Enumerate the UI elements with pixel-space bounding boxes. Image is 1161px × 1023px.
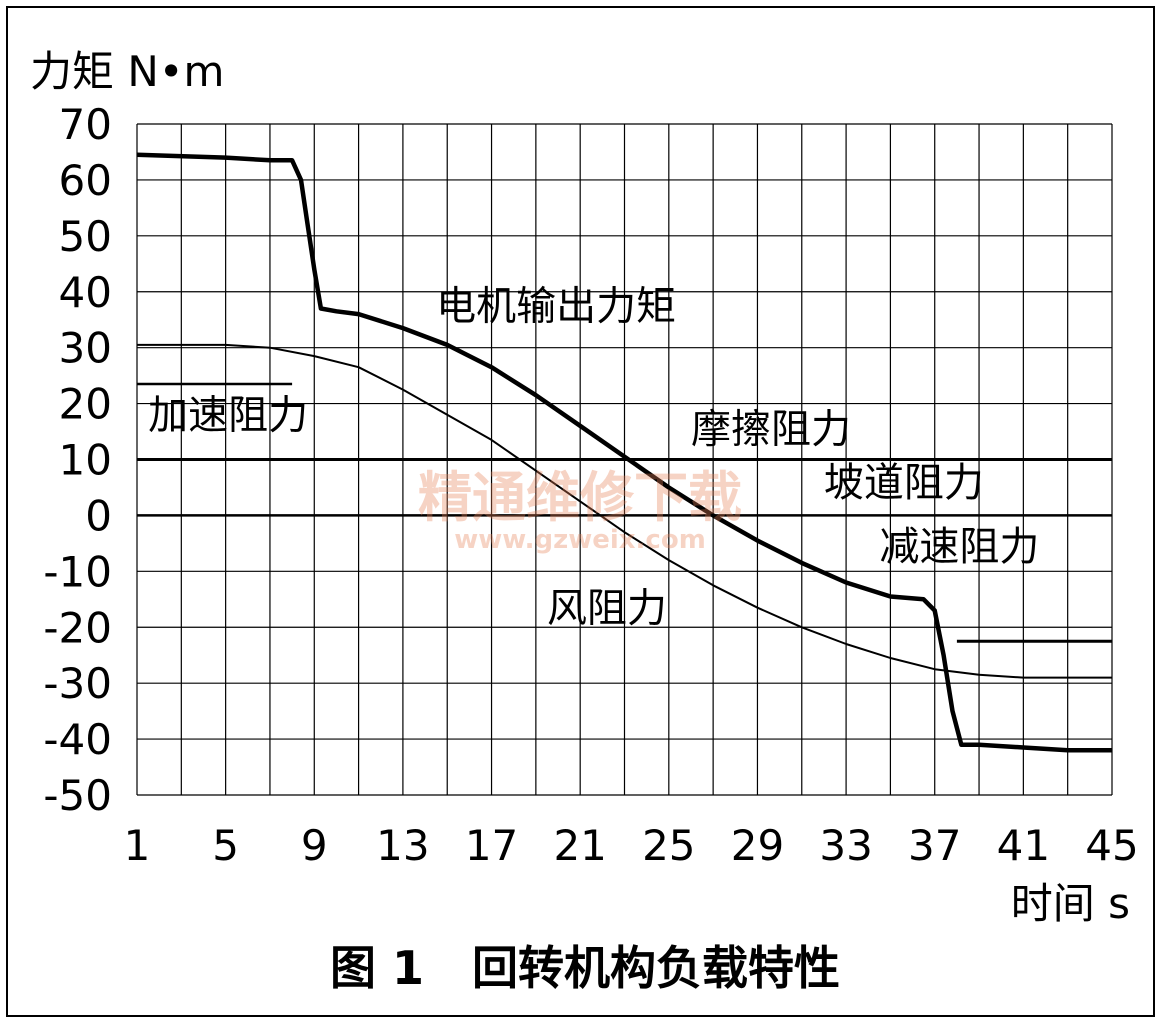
y-tick-label: -20	[43, 603, 112, 652]
series-line-1	[137, 343, 1112, 679]
series-annotation: 加速阻力	[148, 393, 308, 439]
x-axis-label: 时间 s	[1011, 879, 1130, 928]
series-annotation: 坡道阻力	[824, 460, 984, 506]
y-tick-label: 70	[59, 100, 112, 149]
x-tick-label: 5	[212, 821, 239, 870]
y-tick-label: 50	[59, 212, 112, 261]
y-tick-label: -40	[43, 715, 112, 764]
y-tick-label: 20	[59, 380, 112, 429]
series-annotation: 减速阻力	[879, 524, 1039, 570]
series-line-0	[136, 152, 1112, 753]
y-tick-label: -10	[43, 547, 112, 596]
x-tick-label: 33	[819, 821, 872, 870]
y-tick-label: 30	[59, 324, 112, 373]
chart-frame	[6, 6, 1155, 1017]
x-tick-label: 13	[376, 821, 429, 870]
x-tick-label: 9	[301, 821, 328, 870]
x-tick-label: 29	[731, 821, 784, 870]
x-tick-labels: 1 5 9 13 17 21 25 29 33 37 41 45	[124, 821, 1139, 870]
y-axis-label: 力矩 N•m	[30, 47, 224, 96]
series-annotation: 摩擦阻力	[691, 407, 851, 453]
y-tick-label: -30	[43, 659, 112, 708]
chart-caption: 图 1 回转机构负载特性	[330, 941, 840, 995]
watermark: 精通维修下载 www.gzweix.com	[418, 466, 742, 555]
x-tick-label: 41	[997, 821, 1050, 870]
x-tick-label: 37	[908, 821, 961, 870]
series-annotation: 风阻力	[547, 586, 667, 632]
x-tick-label: 17	[465, 821, 518, 870]
x-tick-label: 21	[553, 821, 606, 870]
y-tick-label: 40	[59, 268, 112, 317]
series-annotation: 电机输出力矩	[436, 284, 676, 330]
x-tick-label: 1	[124, 821, 151, 870]
watermark-url: www.gzweix.com	[454, 525, 706, 555]
y-tick-label: -50	[43, 771, 112, 820]
x-tick-label: 45	[1085, 821, 1138, 870]
series-group	[136, 152, 1112, 753]
watermark-text: 精通维修下载	[418, 466, 742, 529]
y-tick-label: 10	[59, 436, 112, 485]
y-tick-label: 60	[59, 156, 112, 205]
y-tick-labels: 70 60 50 40 30 20 10 0 -10 -20 -30 -40 -50	[43, 100, 112, 820]
y-tick-label: 0	[85, 491, 112, 540]
x-tick-label: 25	[642, 821, 695, 870]
